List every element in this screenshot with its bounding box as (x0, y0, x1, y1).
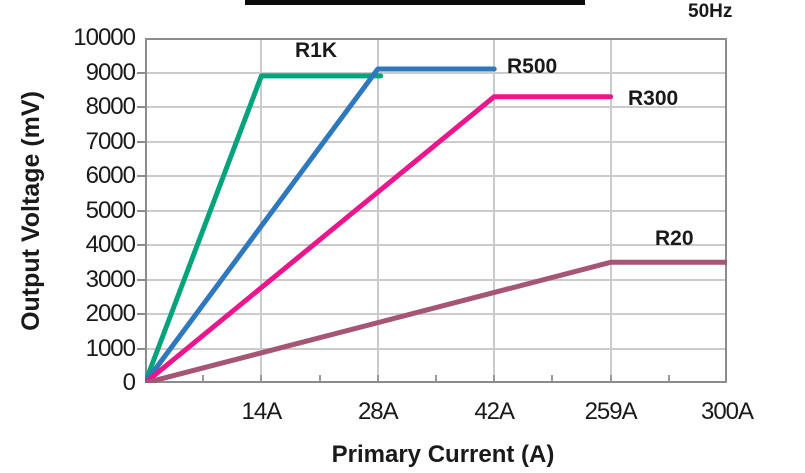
gridline-horizontal-5000 (145, 209, 727, 212)
gridline-horizontal-6000 (145, 175, 727, 177)
y-tick-label-3000: 3000 (85, 265, 136, 293)
y-axis-tick (137, 244, 145, 246)
x-tick-label-259A: 259A (584, 398, 638, 425)
y-tick-label-8000: 8000 (85, 93, 136, 120)
y-tick-label-9000: 9000 (85, 58, 136, 86)
y-axis-tick (137, 278, 145, 281)
x-axis-tick (609, 375, 612, 383)
gridline-horizontal-2000 (145, 313, 727, 315)
y-tick-label-10000: 10000 (73, 24, 136, 51)
x-axis-tick (435, 375, 437, 383)
y-axis-tick (137, 175, 145, 177)
redacted-title-bar (245, 0, 585, 5)
series-label-r500: R500 (507, 55, 558, 78)
y-tick-label-1000: 1000 (85, 334, 136, 362)
y-axis-tick (137, 140, 145, 143)
series-label-r1k: R1K (295, 39, 338, 62)
series-line-r300 (145, 94, 614, 383)
y-axis-tick (137, 313, 145, 315)
x-axis-tick (260, 375, 263, 383)
gridline-vertical-259A (609, 38, 612, 383)
x-axis-tick (376, 375, 379, 383)
y-tick-label-5000: 5000 (85, 196, 136, 224)
x-axis-title: Primary Current (A) (331, 441, 555, 468)
series-line-r20 (145, 259, 727, 383)
y-axis-tick (137, 106, 145, 108)
series-lines-svg (145, 66, 727, 383)
y-tick-label-7000: 7000 (85, 127, 136, 155)
x-axis-tick (318, 375, 321, 383)
series-label-r300: R300 (628, 87, 679, 110)
y-tick-label-0: 0 (122, 369, 136, 396)
x-axis-tick (667, 375, 670, 383)
y-tick-label-6000: 6000 (85, 162, 136, 189)
series-line-r500 (145, 66, 497, 383)
gridline-vertical-28A (376, 38, 379, 383)
series-line-r1k (145, 73, 384, 383)
gridline-vertical-42A (493, 38, 496, 383)
x-tick-label-14A: 14A (241, 398, 283, 425)
y-axis-tick (137, 71, 145, 74)
y-axis-tick (137, 347, 145, 350)
x-axis-tick (493, 375, 496, 383)
gridline-horizontal-1000 (145, 347, 727, 350)
gridline-horizontal-9000 (145, 71, 727, 74)
y-tick-label-2000: 2000 (85, 300, 136, 327)
y-tick-label-4000: 4000 (85, 231, 136, 258)
gridline-horizontal-3000 (145, 278, 727, 281)
x-tick-label-42A: 42A (474, 398, 515, 425)
x-tick-label-300A: 300A (700, 398, 754, 425)
x-axis-tick (551, 375, 554, 383)
frequency-label: 50Hz (688, 1, 733, 22)
gridline-horizontal-4000 (145, 244, 727, 246)
gridline-vertical-14A (260, 38, 263, 383)
x-tick-label-28A: 28A (357, 398, 399, 425)
series-label-r20: R20 (655, 227, 694, 250)
x-axis-tick (202, 375, 205, 383)
gridline-horizontal-8000 (145, 106, 727, 108)
y-axis-tick (137, 209, 145, 212)
